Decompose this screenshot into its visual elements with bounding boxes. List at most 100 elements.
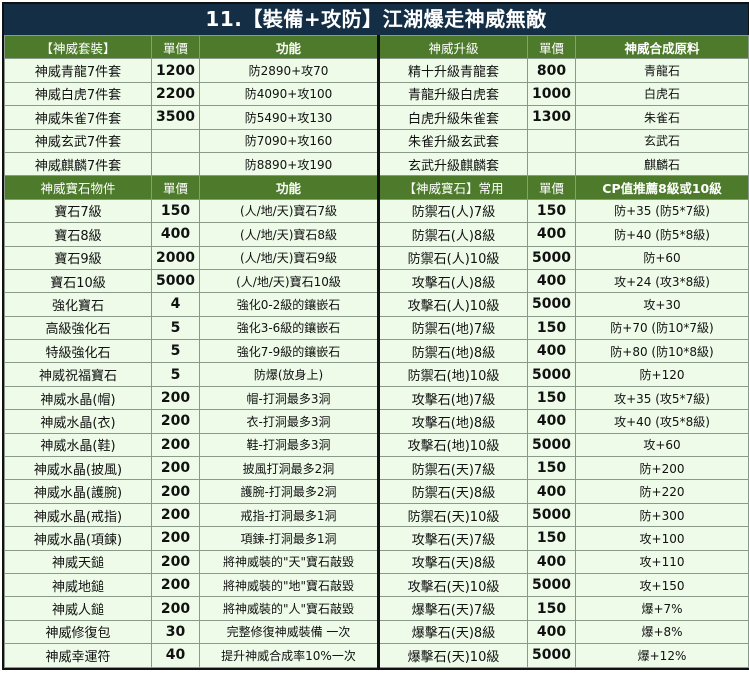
table-row: 高級強化石 5 強化3-6級的鑲嵌石 防禦石(地)7級 150 防+70 (防10*7級) (4, 315, 749, 341)
item-name: 神威水晶(護腕) (4, 479, 152, 504)
item-effect: 防+300 (575, 502, 749, 528)
item-name: 白虎升級朱雀套 (377, 105, 528, 130)
item-price: 150 (527, 198, 576, 224)
item-effect: 鞋-打洞最多3洞 (199, 432, 379, 458)
item-name: 神威地鎚 (4, 572, 152, 598)
item-effect: 爆+7% (575, 596, 749, 621)
table-row: 寶石8級 400 (人/地/天)寶石8級 防禦石(人)8級 400 防+40 (防5*8級… (4, 222, 749, 247)
table-row: 神威天鎚 200 將神威裝的"天"寶石敲毀 攻擊石(天)8級 400 攻+110 (4, 549, 749, 574)
price-table: 【神威套裝】 單價 功能 神威升級 單價 神威合成原料 神威青龍7件套 1200 防2890+攻… (4, 34, 749, 668)
item-name: 青龍升級白虎套 (377, 81, 528, 107)
header-item: 神威寶石物件 (4, 175, 152, 200)
table-row: 寶石7級 150 (人/地/天)寶石7級 防禦石(人)7級 150 防+35 (防5*7級… (4, 198, 749, 224)
item-name: 攻擊石(天)10級 (377, 572, 528, 598)
item-effect: (人/地/天)寶石9級 (199, 245, 379, 270)
table-row: 神威青龍7件套 1200 防2890+攻70 精十升級青龍套 800 青龍石 (4, 58, 749, 83)
item-price: 5000 (527, 502, 576, 528)
item-price: 200 (151, 479, 200, 504)
item-name: 防禦石(人)10級 (377, 245, 528, 270)
item-effect: 攻+24 (攻3*8級) (575, 268, 749, 294)
item-effect: (人/地/天)寶石7級 (199, 198, 379, 224)
item-name: 寶石8級 (4, 222, 152, 247)
item-price: 200 (151, 456, 200, 481)
item-effect: 完整修復神威裝備 一次 (199, 619, 379, 645)
item-price: 5000 (151, 268, 200, 294)
item-name: 攻擊石(天)8級 (377, 549, 528, 574)
item-name: 攻擊石(地)8級 (377, 409, 528, 434)
table-row: 神威水晶(衣) 200 衣-打洞最多3洞 攻擊石(地)8級 400 攻+40 (攻5*8級… (4, 409, 749, 434)
item-effect: 攻+30 (575, 292, 749, 317)
item-name: 防禦石(人)7級 (377, 198, 528, 224)
item-effect: 護腕-打洞最多2洞 (199, 479, 379, 504)
item-name: 攻擊石(人)8級 (377, 268, 528, 294)
item-name: 爆擊石(天)10級 (377, 643, 528, 668)
item-effect: 帽-打洞最多3洞 (199, 385, 379, 411)
table-row: 神威水晶(帽) 200 帽-打洞最多3洞 攻擊石(地)7級 150 攻+35 (攻5*7級… (4, 385, 749, 411)
table-row: 神威玄武7件套 防7090+攻160 朱雀升級玄武套 玄武石 (4, 128, 749, 153)
item-name: 爆擊石(天)7級 (377, 596, 528, 621)
item-effect: 防4090+攻100 (199, 81, 379, 107)
item-price: 200 (151, 572, 200, 598)
header-price: 單價 (527, 34, 576, 60)
item-price: 1300 (527, 105, 576, 130)
item-name: 防禦石(地)7級 (377, 315, 528, 341)
item-price (527, 128, 576, 153)
item-name: 精十升級青龍套 (377, 58, 528, 83)
item-name: 神威玄武7件套 (4, 128, 152, 153)
item-name: 攻擊石(人)10級 (377, 292, 528, 317)
header-function: 功能 (199, 175, 379, 200)
item-price: 200 (151, 526, 200, 551)
item-name: 神威朱雀7件套 (4, 105, 152, 130)
item-effect: 麒麟石 (575, 151, 749, 177)
item-name: 神威人鎚 (4, 596, 152, 621)
item-effect: 玄武石 (575, 128, 749, 153)
item-effect: 防+70 (防10*7級) (575, 315, 749, 341)
header-item: 神威升級 (377, 34, 528, 60)
item-name: 寶石10級 (4, 268, 152, 294)
item-price: 5000 (527, 572, 576, 598)
item-price: 400 (527, 619, 576, 645)
item-effect: 青龍石 (575, 58, 749, 83)
item-name: 特級強化石 (4, 339, 152, 364)
item-effect: 爆+12% (575, 643, 749, 668)
header-function: CP值推薦8級或10級 (575, 175, 749, 200)
table-row: 寶石9級 2000 (人/地/天)寶石9級 防禦石(人)10級 5000 防+60 (4, 245, 749, 270)
item-effect: 攻+35 (攻5*7級) (575, 385, 749, 411)
item-price (527, 151, 576, 177)
item-price: 150 (527, 526, 576, 551)
item-name: 玄武升級麒麟套 (377, 151, 528, 177)
sheet-title: 11.【裝備+攻防】江湖爆走神威無敵 (4, 4, 748, 35)
table-row: 神威水晶(戒指) 200 戒指-打洞最多1洞 防禦石(天)10級 5000 防+300 (4, 502, 749, 528)
item-price: 200 (151, 432, 200, 458)
item-price: 400 (151, 222, 200, 247)
table-row: 神威白虎7件套 2200 防4090+攻100 青龍升級白虎套 1000 白虎石 (4, 81, 749, 107)
item-name: 爆擊石(天)8級 (377, 619, 528, 645)
item-effect: 攻+150 (575, 572, 749, 598)
item-price: 200 (151, 409, 200, 434)
item-effect: (人/地/天)寶石10級 (199, 268, 379, 294)
item-price: 5000 (527, 292, 576, 317)
item-effect: 防爆(放身上) (199, 362, 379, 387)
item-name: 強化寶石 (4, 292, 152, 317)
table-header-row: 【神威套裝】 單價 功能 神威升級 單價 神威合成原料 (4, 34, 749, 60)
item-name: 攻擊石(天)7級 (377, 526, 528, 551)
item-price: 150 (527, 385, 576, 411)
item-effect: 戒指-打洞最多1洞 (199, 502, 379, 528)
item-price: 400 (527, 268, 576, 294)
item-effect: 防+60 (575, 245, 749, 270)
item-name: 神威白虎7件套 (4, 81, 152, 107)
item-name: 神威水晶(項鍊) (4, 526, 152, 551)
item-effect: 將神威裝的"地"寶石敲毀 (199, 572, 379, 598)
item-price: 5000 (527, 245, 576, 270)
item-price: 150 (527, 456, 576, 481)
item-price: 400 (527, 339, 576, 364)
item-name: 寶石7級 (4, 198, 152, 224)
item-name: 神威祝福寶石 (4, 362, 152, 387)
item-effect: 白虎石 (575, 81, 749, 107)
item-effect: 將神威裝的"人"寶石敲毀 (199, 596, 379, 621)
item-price: 2200 (151, 81, 200, 107)
item-price: 5 (151, 339, 200, 364)
item-price: 5 (151, 362, 200, 387)
item-effect: 提升神威合成率10%一次 (199, 643, 379, 668)
item-name: 神威幸運符 (4, 643, 152, 668)
